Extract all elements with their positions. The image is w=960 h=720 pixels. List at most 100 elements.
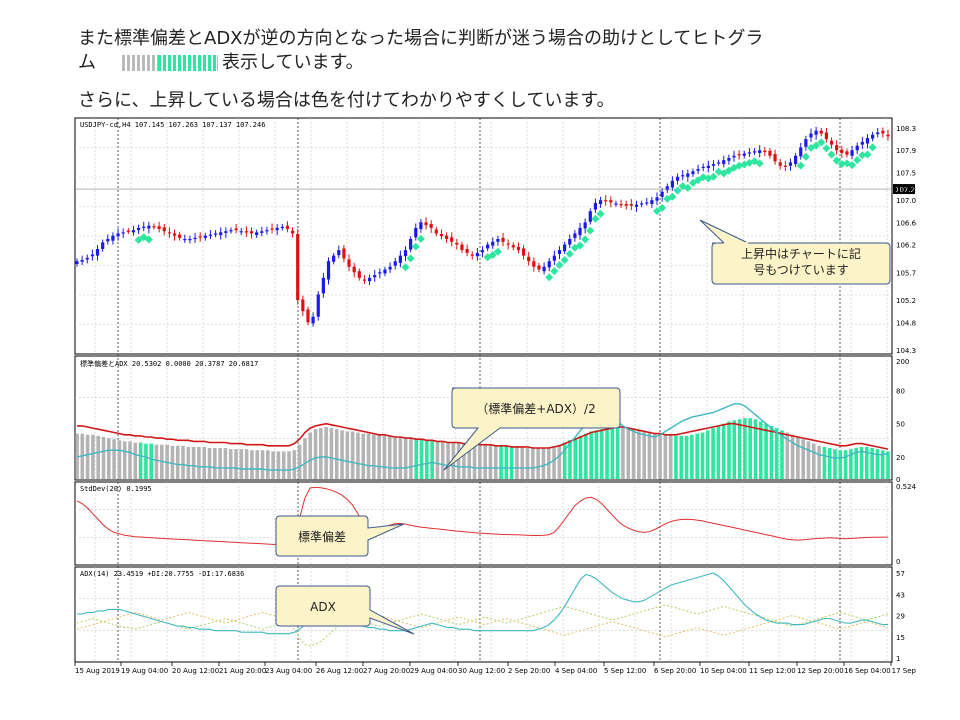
histogram-bar bbox=[271, 451, 275, 479]
candle-body bbox=[686, 173, 690, 177]
histogram-bar bbox=[578, 435, 583, 479]
histogram-bar bbox=[674, 435, 678, 479]
candle-body bbox=[681, 175, 685, 177]
histogram-bar bbox=[599, 429, 604, 479]
histogram-bar bbox=[356, 432, 360, 479]
candle-body bbox=[311, 316, 315, 324]
panel-frame-4 bbox=[74, 566, 893, 663]
histogram-bar bbox=[870, 448, 874, 479]
histogram-bar bbox=[435, 441, 440, 479]
adx-ytick: 1 bbox=[896, 655, 900, 663]
slide-text-line3: さらに、上昇している場合は色を付けてわかりやすくしています。 bbox=[78, 90, 615, 111]
histogram-bar bbox=[663, 434, 668, 479]
histogram-bar bbox=[260, 450, 265, 479]
histogram-bar bbox=[329, 428, 334, 479]
candle-body bbox=[670, 180, 675, 188]
xtick-label: 23 Aug 04:00 bbox=[265, 667, 312, 675]
histogram-bar bbox=[91, 434, 95, 479]
candle-body bbox=[557, 250, 562, 254]
histogram-bar bbox=[796, 436, 800, 479]
candle-body bbox=[614, 203, 618, 205]
histogram-bar bbox=[700, 432, 705, 479]
histogram-bar bbox=[409, 438, 413, 479]
rising-marker bbox=[550, 267, 559, 276]
candle-body bbox=[434, 229, 438, 234]
candle-body bbox=[455, 242, 459, 245]
rising-marker bbox=[673, 186, 682, 195]
histogram-bar bbox=[478, 444, 482, 479]
candle-body bbox=[881, 130, 885, 134]
combo-ytick: 80 bbox=[896, 388, 905, 396]
histogram-bar bbox=[488, 444, 493, 479]
histogram-bar bbox=[758, 421, 763, 479]
rising-marker bbox=[837, 159, 846, 168]
histogram-bar bbox=[446, 442, 450, 479]
candle-body bbox=[301, 299, 305, 312]
histogram-bar bbox=[647, 431, 652, 479]
combo-ytick: 200 bbox=[896, 358, 909, 366]
candle-body bbox=[362, 279, 367, 281]
histogram-bar bbox=[732, 420, 737, 479]
candle-body bbox=[152, 226, 156, 228]
candle-body bbox=[773, 154, 777, 162]
candle-body bbox=[203, 235, 207, 238]
rising-marker bbox=[863, 150, 872, 159]
candle-body bbox=[598, 200, 603, 205]
histogram-bar bbox=[213, 448, 217, 479]
candle-body bbox=[403, 250, 408, 257]
price-ytick: 104.8 bbox=[896, 319, 916, 327]
rising-marker bbox=[555, 260, 564, 269]
histogram-bar bbox=[705, 430, 710, 479]
candle-body bbox=[142, 226, 146, 228]
xtick-label: 20 Aug 12:00 bbox=[172, 667, 219, 675]
candle-body bbox=[763, 150, 767, 152]
xtick-label: 15 Aug 2019 bbox=[75, 667, 120, 675]
candle-body bbox=[778, 162, 782, 166]
last-price-box bbox=[893, 184, 915, 195]
histogram-bar bbox=[207, 448, 212, 479]
candle-body bbox=[486, 244, 490, 249]
histogram-bar bbox=[467, 443, 472, 479]
combo-ytick: 50 bbox=[896, 421, 905, 429]
candle-body bbox=[717, 162, 721, 164]
candle-body bbox=[542, 266, 546, 272]
histogram-bar bbox=[801, 439, 805, 479]
histogram-bar bbox=[393, 436, 397, 479]
candle-body bbox=[208, 234, 213, 236]
histogram-bar bbox=[541, 448, 546, 479]
candle-body bbox=[752, 151, 757, 153]
combo-ytick: 20 bbox=[896, 454, 905, 462]
candle-body bbox=[393, 261, 397, 266]
histogram-bar bbox=[170, 445, 175, 479]
histogram-sample-icon bbox=[122, 55, 218, 71]
histogram-bar bbox=[276, 451, 281, 479]
candle-body bbox=[691, 171, 695, 175]
rising-marker bbox=[817, 138, 826, 147]
histogram-bar bbox=[716, 425, 721, 479]
candle-body bbox=[768, 150, 772, 156]
rising-marker bbox=[560, 255, 569, 264]
candle-body bbox=[794, 155, 798, 165]
histogram-bar bbox=[223, 448, 228, 479]
histogram-bar bbox=[589, 431, 593, 479]
candle-body bbox=[588, 211, 592, 222]
candle-body bbox=[747, 152, 752, 154]
price-ytick: 107.0 bbox=[896, 197, 916, 205]
histogram-bar bbox=[827, 448, 832, 479]
candle-body bbox=[819, 130, 823, 134]
histogram-bar bbox=[244, 449, 249, 479]
candle-body bbox=[373, 275, 377, 278]
histogram-bar bbox=[334, 429, 339, 479]
candle-body bbox=[840, 149, 844, 153]
candle-body bbox=[213, 233, 218, 235]
histogram-bar bbox=[594, 430, 599, 479]
histogram-bar bbox=[864, 446, 869, 479]
rising-marker bbox=[144, 235, 153, 244]
xtick-label: 6 Sep 20:00 bbox=[654, 667, 696, 675]
last-price-label: 107.2 bbox=[895, 186, 915, 194]
histogram-bar bbox=[107, 438, 111, 479]
rising-marker bbox=[832, 156, 841, 165]
candle-body bbox=[465, 248, 469, 253]
price-ytick: 107.5 bbox=[896, 169, 916, 177]
